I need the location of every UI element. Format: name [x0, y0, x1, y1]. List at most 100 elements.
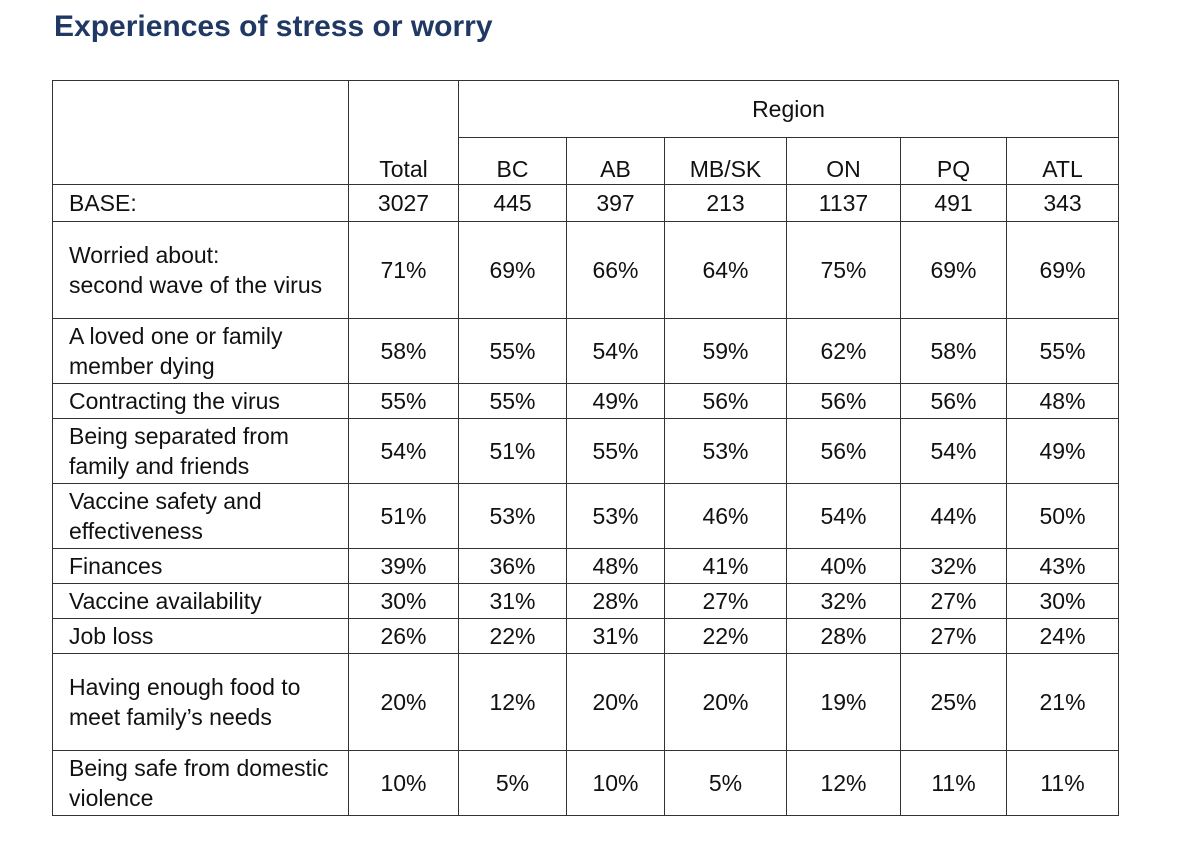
value-cell: 55% [1005, 318, 1120, 384]
row-label: Vaccine safety and effectiveness [52, 483, 349, 549]
value-cell: 445 [458, 184, 567, 222]
value-cell: 28% [786, 618, 901, 654]
row-label: A loved one or family member dying [52, 318, 349, 384]
value-cell: 75% [786, 221, 901, 319]
value-cell: 24% [1005, 618, 1120, 654]
row-label: Worried about: second wave of the virus [52, 221, 349, 319]
value-cell: 58% [348, 318, 459, 384]
value-cell: 11% [900, 750, 1007, 816]
value-cell: 5% [664, 750, 787, 816]
row-label: BASE: [52, 184, 349, 222]
value-cell: 69% [458, 221, 567, 319]
value-cell: 48% [1005, 383, 1120, 419]
value-cell: 44% [900, 483, 1007, 549]
value-cell: 30% [348, 583, 459, 619]
row-label-text: second wave of the virus [69, 272, 323, 298]
region-header: Region [457, 80, 1120, 138]
table-row: Worried about: second wave of the virus 71… [52, 221, 1120, 319]
value-cell: 21% [1005, 653, 1120, 751]
value-cell: 27% [900, 583, 1007, 619]
value-cell: 71% [348, 221, 459, 319]
value-cell: 10% [348, 750, 459, 816]
value-cell: 1137 [786, 184, 901, 222]
value-cell: 56% [786, 383, 901, 419]
value-cell: 58% [900, 318, 1007, 384]
value-cell: 36% [458, 548, 567, 584]
value-cell: 491 [900, 184, 1007, 222]
value-cell: 31% [458, 583, 567, 619]
value-cell: 46% [664, 483, 787, 549]
row-label: Finances [52, 548, 349, 584]
value-cell: 53% [458, 483, 567, 549]
value-cell: 62% [786, 318, 901, 384]
value-cell: 43% [1005, 548, 1120, 584]
value-cell: 51% [458, 418, 567, 484]
value-cell: 54% [786, 483, 901, 549]
value-cell: 51% [348, 483, 459, 549]
value-cell: 25% [900, 653, 1007, 751]
row-label: Vaccine availability [52, 583, 349, 619]
stress-worry-table: Region Total BC AB MB/SK ON PQ ATL BASE: 3027 44… [52, 80, 1120, 816]
value-cell: 55% [458, 318, 567, 384]
column-header: ATL [1005, 137, 1120, 185]
value-cell: 50% [1005, 483, 1120, 549]
corner-cell [52, 80, 349, 185]
table-row: Finances 39% 36% 48% 41% 40% 32% 43% [52, 548, 1120, 584]
value-cell: 12% [786, 750, 901, 816]
worried-about-heading: Worried about: [69, 242, 220, 268]
table-row: Vaccine safety and effectiveness 51% 53% 53… [52, 483, 1120, 549]
total-header-spacer [348, 80, 459, 138]
value-cell: 66% [566, 221, 665, 319]
value-cell: 20% [664, 653, 787, 751]
value-cell: 26% [348, 618, 459, 654]
value-cell: 39% [348, 548, 459, 584]
table-row: Job loss 26% 22% 31% 22% 28% 27% 24% [52, 618, 1120, 654]
value-cell: 5% [458, 750, 567, 816]
value-cell: 397 [566, 184, 665, 222]
row-label: Being safe from domestic violence [52, 750, 349, 816]
value-cell: 27% [664, 583, 787, 619]
value-cell: 48% [566, 548, 665, 584]
row-label: Being separated from family and friends [52, 418, 349, 484]
row-label: Having enough food to meet family’s need… [52, 653, 349, 751]
value-cell: 10% [566, 750, 665, 816]
value-cell: 64% [664, 221, 787, 319]
value-cell: 32% [786, 583, 901, 619]
region-header-row: Region [52, 80, 1120, 185]
value-cell: 54% [900, 418, 1007, 484]
value-cell: 49% [566, 383, 665, 419]
table-row: Being separated from family and friends 5… [52, 418, 1120, 484]
value-cell: 28% [566, 583, 665, 619]
column-header: Total [348, 137, 459, 185]
column-header: PQ [900, 137, 1007, 185]
column-header: BC [458, 137, 567, 185]
value-cell: 40% [786, 548, 901, 584]
value-cell: 32% [900, 548, 1007, 584]
value-cell: 54% [348, 418, 459, 484]
value-cell: 213 [664, 184, 787, 222]
value-cell: 343 [1005, 184, 1120, 222]
value-cell: 56% [786, 418, 901, 484]
table-row: Contracting the virus 55% 55% 49% 56% 56% 56% 4… [52, 383, 1120, 419]
value-cell: 22% [458, 618, 567, 654]
table-row: Vaccine availability 30% 31% 28% 27% 32% 27% 30… [52, 583, 1120, 619]
value-cell: 20% [348, 653, 459, 751]
value-cell: 56% [900, 383, 1007, 419]
row-label: Job loss [52, 618, 349, 654]
value-cell: 59% [664, 318, 787, 384]
value-cell: 53% [566, 483, 665, 549]
value-cell: 22% [664, 618, 787, 654]
value-cell: 3027 [348, 184, 459, 222]
value-cell: 69% [900, 221, 1007, 319]
value-cell: 41% [664, 548, 787, 584]
page-title: Experiences of stress or worry [54, 10, 493, 43]
table-row: Having enough food to meet family’s need… [52, 653, 1120, 751]
value-cell: 49% [1005, 418, 1120, 484]
row-label: Contracting the virus [52, 383, 349, 419]
value-cell: 20% [566, 653, 665, 751]
table-row: Being safe from domestic violence 10% 5% 10… [52, 750, 1120, 816]
value-cell: 54% [566, 318, 665, 384]
value-cell: 55% [566, 418, 665, 484]
value-cell: 55% [458, 383, 567, 419]
value-cell: 53% [664, 418, 787, 484]
